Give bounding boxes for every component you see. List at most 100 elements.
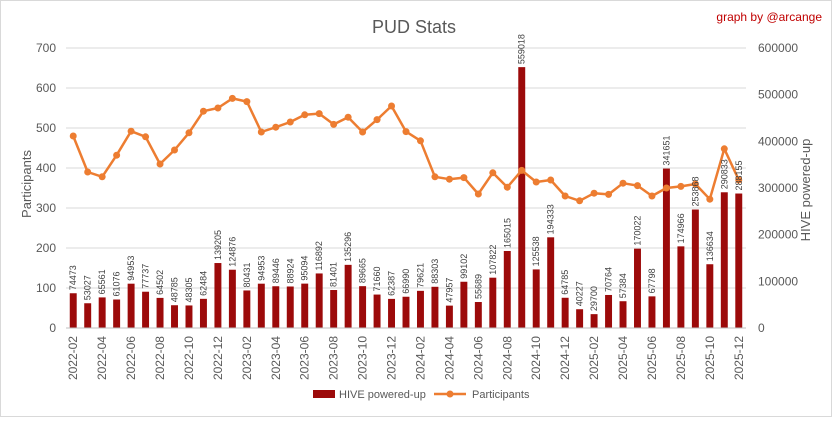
bar: [720, 192, 728, 328]
line-point: [171, 146, 179, 154]
bar: [127, 283, 135, 328]
line-point: [344, 113, 352, 121]
legend-bar-swatch: [313, 390, 335, 398]
bar: [98, 297, 106, 328]
chart-credit: graph by @arcange: [716, 10, 822, 24]
y-left-tick-label: 500: [36, 121, 56, 135]
bar: [402, 296, 410, 328]
line-point: [518, 166, 526, 174]
x-tick-label: 2024-08: [500, 336, 514, 380]
x-tick-label: 2023-04: [269, 336, 283, 380]
x-tick-label: 2022-12: [211, 336, 225, 380]
y-axis-left-label: Participants: [19, 150, 34, 218]
bar: [445, 305, 453, 328]
bar-data-label: 64502: [155, 270, 165, 295]
y-right-tick-label: 100000: [758, 274, 798, 288]
bar-data-label: 40227: [575, 281, 585, 306]
bar-data-label: 88924: [285, 258, 295, 283]
bar-series: [69, 67, 743, 328]
bar: [677, 246, 685, 328]
bar-data-label: 170022: [632, 216, 642, 246]
x-tick-label: 2022-02: [66, 336, 80, 380]
bar: [185, 305, 193, 328]
bar: [286, 286, 294, 328]
y-right-tick-label: 0: [758, 321, 765, 335]
bar-data-label: 95094: [300, 256, 310, 281]
bar: [388, 298, 396, 328]
bar: [590, 314, 598, 328]
x-tick-label: 2025-04: [616, 336, 630, 380]
bar: [474, 302, 482, 328]
line-point: [156, 160, 164, 168]
bar: [662, 168, 670, 328]
bar-data-label: 67798: [647, 268, 657, 293]
bar: [460, 281, 468, 328]
line-point: [633, 182, 641, 190]
line-point: [691, 180, 699, 188]
y-left-tick-label: 600: [36, 81, 56, 95]
bar: [330, 290, 338, 328]
bar: [214, 263, 222, 328]
x-tick-label: 2025-10: [703, 336, 717, 380]
line-point: [301, 111, 309, 119]
y-right-tick-label: 200000: [758, 228, 798, 242]
legend-line-marker: [446, 390, 454, 398]
x-tick-label: 2022-06: [124, 336, 138, 380]
line-point: [185, 129, 193, 137]
line-point: [127, 127, 135, 135]
bar-data-label: 290833: [719, 159, 729, 189]
y-left-tick-label: 700: [36, 41, 56, 55]
line-point: [561, 192, 569, 200]
bar: [228, 269, 236, 328]
bar-data-label: 107822: [488, 245, 498, 275]
line-point: [474, 190, 482, 198]
bar-data-label: 74473: [68, 265, 78, 290]
bar: [373, 294, 381, 328]
x-tick-label: 2023-02: [240, 336, 254, 380]
line-point: [69, 132, 77, 140]
x-tick-label: 2025-08: [674, 336, 688, 380]
bar-data-label: 99102: [459, 254, 469, 279]
bar-data-label: 116892: [314, 241, 324, 270]
bar-data-label: 165015: [502, 218, 512, 248]
y-left-tick-label: 400: [36, 161, 56, 175]
bar: [315, 273, 323, 328]
line-point: [84, 168, 92, 176]
y-left-tick-label: 0: [49, 321, 56, 335]
bar: [84, 303, 92, 328]
x-tick-label: 2024-02: [413, 336, 427, 380]
line-point: [98, 173, 106, 181]
line-point: [359, 128, 367, 136]
bar-data-label: 47957: [444, 278, 454, 303]
line-point: [706, 195, 714, 203]
x-tick-label: 2024-10: [529, 336, 543, 380]
bar-data-label: 136634: [705, 231, 715, 261]
bar-data-label: 53027: [83, 275, 93, 300]
axes: 0 100 200 300 400 500 600 700 0 100000 200000 30000…: [36, 41, 798, 380]
bar-data-label: 61076: [112, 271, 122, 296]
bar: [691, 209, 699, 328]
bar-data-label: 48785: [170, 277, 180, 302]
bar: [272, 286, 280, 328]
bar: [344, 264, 352, 328]
bar-data-label: 81401: [329, 262, 339, 287]
bar: [532, 269, 540, 328]
bar-data-labels: 74473 53027 65561 61076 94953 77737 64502 48785…: [68, 34, 744, 311]
line-point: [142, 133, 150, 141]
line-point: [460, 174, 468, 182]
bar: [735, 193, 743, 328]
bar-data-label: 139205: [213, 230, 223, 260]
y-right-tick-label: 600000: [758, 41, 798, 55]
x-tick-label: 2023-06: [298, 336, 312, 380]
bar: [605, 294, 613, 328]
line-point: [214, 104, 222, 112]
bar: [547, 237, 555, 328]
bar-data-label: 65561: [97, 269, 107, 294]
line-point: [113, 151, 121, 159]
bar: [576, 309, 584, 328]
bar: [648, 296, 656, 328]
x-tick-label: 2023-08: [327, 336, 341, 380]
x-tick-label: 2023-12: [385, 336, 399, 380]
bar-data-label: 77737: [141, 264, 151, 289]
x-tick-label: 2024-06: [471, 336, 485, 380]
